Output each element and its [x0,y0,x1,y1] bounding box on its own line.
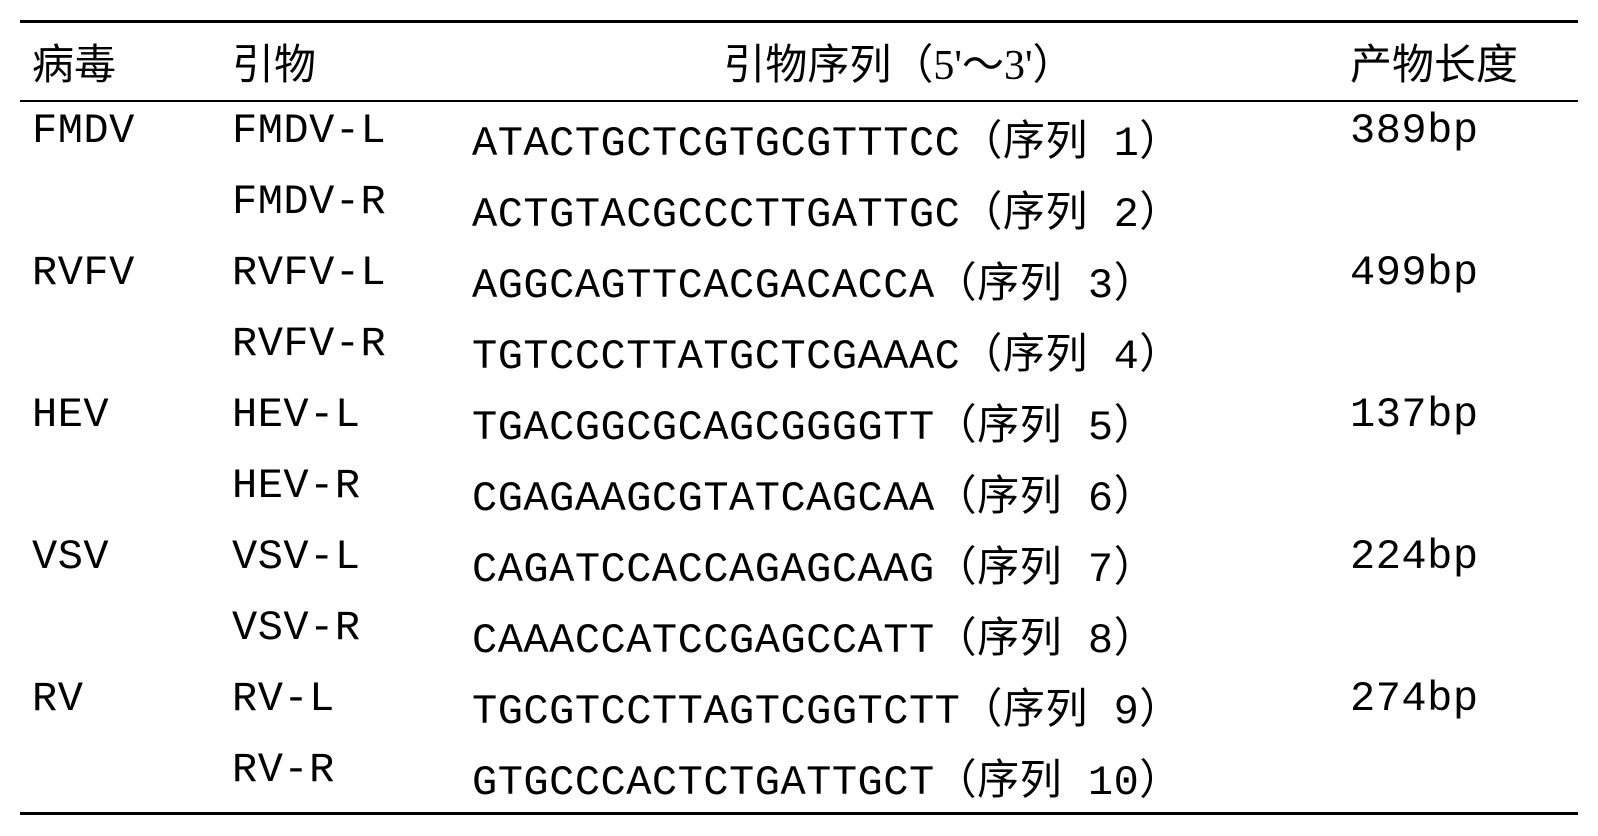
cell-product [1338,173,1578,244]
cell-virus [20,173,220,244]
cell-virus: VSV [20,528,220,599]
table-header: 病毒 引物 引物序列（5'～3'） 产物长度 [20,22,1578,102]
cell-virus [20,457,220,528]
cell-sequence: CAGATCCACCAGAGCAAG（序列 7） [460,528,1338,599]
table-row: FMDV FMDV-L ATACTGCTCGTGCGTTTCC（序列 1） 38… [20,101,1578,173]
cell-sequence: ACTGTACGCCCTTGATTGC（序列 2） [460,173,1338,244]
cell-primer: HEV-L [220,386,460,457]
cell-product [1338,315,1578,386]
cell-virus [20,315,220,386]
cell-product [1338,457,1578,528]
cell-product [1338,599,1578,670]
cell-product: 389bp [1338,101,1578,173]
cell-sequence: TGTCCCTTATGCTCGAAAC（序列 4） [460,315,1338,386]
cell-primer: RV-L [220,670,460,741]
cell-primer: FMDV-R [220,173,460,244]
cell-primer: RVFV-L [220,244,460,315]
cell-product: 499bp [1338,244,1578,315]
cell-sequence: TGCGTCCTTAGTCGGTCTT（序列 9） [460,670,1338,741]
cell-product [1338,741,1578,814]
cell-product: 137bp [1338,386,1578,457]
cell-primer: HEV-R [220,457,460,528]
table-row: VSV-R CAAACCATCCGAGCCATT（序列 8） [20,599,1578,670]
cell-primer: RVFV-R [220,315,460,386]
cell-virus: FMDV [20,101,220,173]
cell-sequence: TGACGGCGCAGCGGGGTT（序列 5） [460,386,1338,457]
table-row: HEV-R CGAGAAGCGTATCAGCAA（序列 6） [20,457,1578,528]
cell-sequence: CGAGAAGCGTATCAGCAA（序列 6） [460,457,1338,528]
header-virus: 病毒 [20,22,220,102]
table-row: RV-R GTGCCCACTCTGATTGCT（序列 10） [20,741,1578,814]
cell-virus: HEV [20,386,220,457]
table-body: FMDV FMDV-L ATACTGCTCGTGCGTTTCC（序列 1） 38… [20,101,1578,814]
cell-sequence: GTGCCCACTCTGATTGCT（序列 10） [460,741,1338,814]
header-product: 产物长度 [1338,22,1578,102]
table-row: VSV VSV-L CAGATCCACCAGAGCAAG（序列 7） 224bp [20,528,1578,599]
cell-primer: FMDV-L [220,101,460,173]
header-row: 病毒 引物 引物序列（5'～3'） 产物长度 [20,22,1578,102]
cell-virus [20,599,220,670]
cell-primer: VSV-L [220,528,460,599]
header-sequence: 引物序列（5'～3'） [460,22,1338,102]
cell-primer: RV-R [220,741,460,814]
cell-product: 274bp [1338,670,1578,741]
cell-sequence: CAAACCATCCGAGCCATT（序列 8） [460,599,1338,670]
table-row: FMDV-R ACTGTACGCCCTTGATTGC（序列 2） [20,173,1578,244]
header-primer: 引物 [220,22,460,102]
table-row: RVFV RVFV-L AGGCAGTTCACGACACCA（序列 3） 499… [20,244,1578,315]
table-row: RVFV-R TGTCCCTTATGCTCGAAAC（序列 4） [20,315,1578,386]
cell-product: 224bp [1338,528,1578,599]
primer-table: 病毒 引物 引物序列（5'～3'） 产物长度 FMDV FMDV-L ATACT… [20,20,1578,815]
cell-virus: RV [20,670,220,741]
table-row: RV RV-L TGCGTCCTTAGTCGGTCTT（序列 9） 274bp [20,670,1578,741]
table-row: HEV HEV-L TGACGGCGCAGCGGGGTT（序列 5） 137bp [20,386,1578,457]
cell-virus: RVFV [20,244,220,315]
cell-primer: VSV-R [220,599,460,670]
cell-sequence: ATACTGCTCGTGCGTTTCC（序列 1） [460,101,1338,173]
cell-virus [20,741,220,814]
cell-sequence: AGGCAGTTCACGACACCA（序列 3） [460,244,1338,315]
